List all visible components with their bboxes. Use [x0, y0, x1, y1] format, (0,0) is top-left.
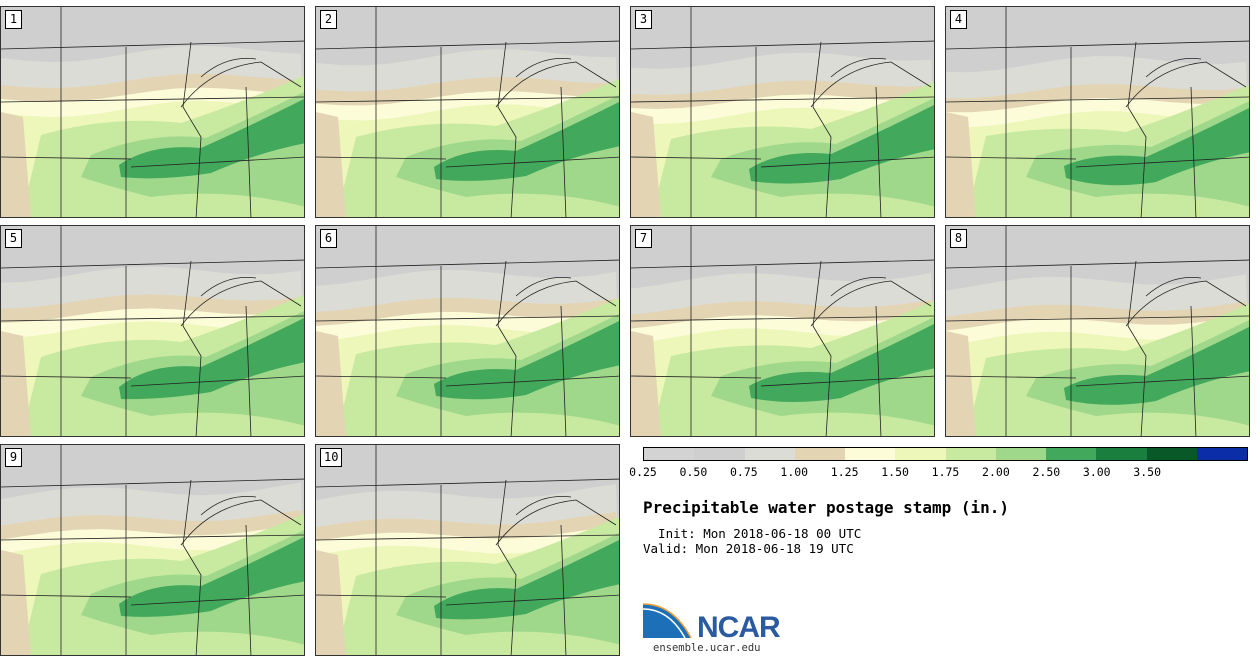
member-panel-8: 8: [945, 225, 1250, 437]
colorbar-segment-5: [845, 448, 896, 460]
pw-map-icon: [631, 226, 934, 436]
pw-map-icon: [1, 226, 304, 436]
colorbar-tick-label: 1.75: [931, 465, 960, 479]
colorbar-segment-11: [1146, 448, 1197, 460]
pw-map-icon: [946, 7, 1249, 217]
panel-label: 2: [320, 10, 337, 29]
panel-label: 10: [320, 448, 343, 467]
panel-label: 4: [950, 10, 967, 29]
pw-map-icon: [316, 226, 619, 436]
member-panel-3: 3: [630, 6, 935, 218]
colorbar-segment-2: [694, 448, 745, 460]
colorbar-tick-label: 3.00: [1082, 465, 1111, 479]
colorbar: [643, 447, 1248, 461]
panel-label: 8: [950, 229, 967, 248]
colorbar-segment-6: [895, 448, 946, 460]
colorbar-tick-label: 1.00: [780, 465, 809, 479]
colorbar-segment-12: [1196, 448, 1247, 460]
pw-map-icon: [1, 7, 304, 217]
page-title: Precipitable water postage stamp (in.): [643, 498, 1010, 517]
member-panel-2: 2: [315, 6, 620, 218]
pw-map-icon: [946, 226, 1249, 436]
colorbar-tick-label: 0.50: [679, 465, 708, 479]
panel-label: 5: [5, 229, 22, 248]
colorbar-segment-4: [794, 448, 845, 460]
pw-map-icon: [631, 7, 934, 217]
member-panel-1: 1: [0, 6, 305, 218]
member-panel-5: 5: [0, 225, 305, 437]
panel-label: 1: [5, 10, 22, 29]
colorbar-tick-label: 2.00: [982, 465, 1010, 479]
colorbar-tick-label: 0.25: [629, 465, 657, 479]
member-panel-4: 4: [945, 6, 1250, 218]
init-time: Init: Mon 2018-06-18 00 UTC: [643, 526, 862, 541]
member-panel-6: 6: [315, 225, 620, 437]
panel-label: 3: [635, 10, 652, 29]
colorbar-segment-3: [744, 448, 795, 460]
logo-text: NCAR: [697, 611, 781, 644]
pw-map-icon: [316, 445, 619, 655]
colorbar-tick-label: 1.50: [881, 465, 909, 479]
member-panel-10: 10: [315, 444, 620, 656]
valid-time: Valid: Mon 2018-06-18 19 UTC: [643, 541, 854, 556]
colorbar-tick-label: 0.75: [729, 465, 758, 479]
colorbar-tick-label: 3.50: [1133, 465, 1162, 479]
pw-map-icon: [316, 7, 619, 217]
colorbar-segment-1: [644, 448, 695, 460]
colorbar-tick-label: 2.50: [1032, 465, 1061, 479]
panel-label: 7: [635, 229, 652, 248]
colorbar-segment-10: [1096, 448, 1147, 460]
member-panel-7: 7: [630, 225, 935, 437]
member-panel-9: 9: [0, 444, 305, 656]
colorbar-tick-label: 1.25: [830, 465, 859, 479]
panel-label: 9: [5, 448, 22, 467]
colorbar-segment-7: [945, 448, 996, 460]
colorbar-segment-9: [1046, 448, 1097, 460]
colorbar-segment-8: [995, 448, 1046, 460]
panel-label: 6: [320, 229, 337, 248]
site-url: ensemble.ucar.edu: [653, 642, 761, 654]
ncar-logo-icon: [643, 603, 692, 639]
pw-map-icon: [1, 445, 304, 655]
